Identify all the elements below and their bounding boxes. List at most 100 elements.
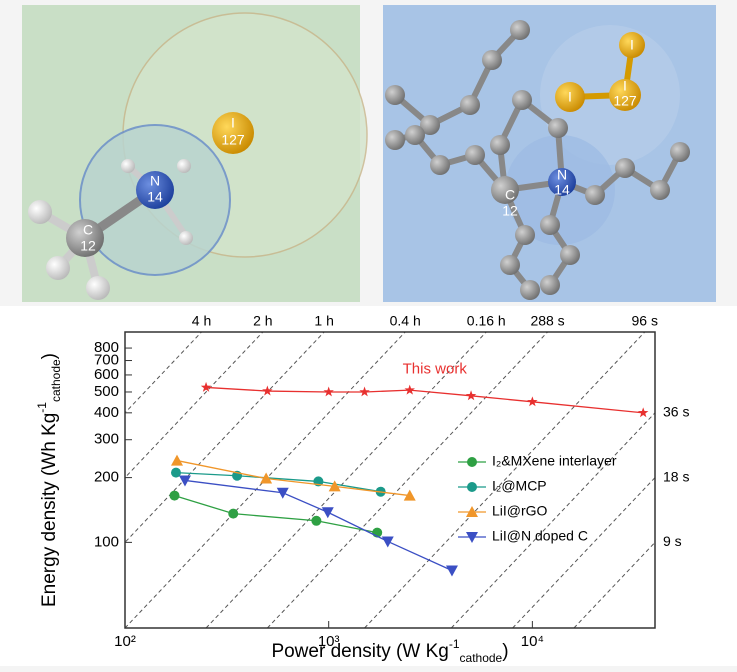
- atom: [212, 112, 254, 154]
- marker: [276, 487, 289, 499]
- y-tick-label: 200: [94, 469, 119, 486]
- series-line: [176, 459, 410, 497]
- label-part: Energy density (Wh Kg: [39, 413, 60, 607]
- marker: [228, 508, 239, 519]
- time-label: 2 h: [253, 313, 272, 329]
- atom: [136, 171, 174, 209]
- time-label: 0.4 h: [390, 313, 421, 329]
- time-label: 36 s: [663, 404, 689, 420]
- atom: [548, 168, 576, 196]
- marker: [170, 454, 183, 466]
- marker: [381, 536, 394, 548]
- marker: [169, 490, 180, 501]
- time-line: [267, 332, 548, 628]
- y-tick-label: 300: [94, 431, 119, 448]
- marker: [171, 467, 182, 478]
- time-line: [205, 332, 487, 628]
- time-label: 96 s: [632, 313, 658, 329]
- marker: [200, 381, 212, 392]
- label-part: ): [502, 641, 508, 662]
- atom-symbol: I: [568, 89, 572, 105]
- y-tick-label: 100: [94, 533, 119, 550]
- time-line: [512, 476, 655, 628]
- marker: [178, 475, 191, 487]
- marker: [311, 515, 322, 526]
- series-line: [175, 471, 381, 493]
- marker: [321, 507, 334, 519]
- atom-symbol: N: [557, 167, 567, 183]
- legend-marker: [467, 482, 477, 492]
- series-line: [206, 386, 644, 414]
- plot-frame: [124, 331, 656, 629]
- y-axis-label: Energy density (Wh Kg-1cathode): [35, 353, 63, 607]
- atom-symbol: I: [630, 37, 634, 53]
- time-label: 18 s: [663, 468, 689, 484]
- label-part: ): [39, 353, 60, 359]
- legend-marker: [466, 532, 478, 543]
- marker: [527, 396, 538, 407]
- time-line: [450, 412, 655, 628]
- marker: [359, 386, 370, 397]
- atom-symbol: C: [83, 222, 93, 238]
- chart-background: [0, 306, 737, 666]
- time-line: [364, 332, 646, 628]
- atom-mass: 12: [80, 238, 96, 254]
- atom: [609, 79, 641, 111]
- atom: [555, 82, 585, 112]
- x-tick-label: 10²: [114, 633, 136, 650]
- atom-mass: 12: [502, 203, 518, 219]
- label-part: Power density (W Kg: [271, 641, 448, 662]
- marker: [445, 565, 458, 577]
- legend-label: I₂@MCP: [492, 478, 547, 494]
- y-tick-label: 800: [94, 339, 119, 356]
- atom-symbol: N: [150, 173, 160, 189]
- marker: [328, 480, 341, 492]
- label-part: cathode: [460, 651, 503, 665]
- marker: [262, 385, 273, 396]
- y-tick-label: 600: [94, 366, 119, 383]
- series-annotation: This work: [403, 360, 468, 377]
- atom-mass: 14: [554, 182, 570, 198]
- atom-symbol: I: [623, 78, 627, 94]
- legend-label: LiI@N doped C: [492, 528, 588, 544]
- legend-marker: [466, 506, 478, 517]
- marker: [637, 407, 649, 418]
- marker: [403, 489, 416, 501]
- legend-label: I₂&MXene interlayer: [492, 453, 617, 469]
- legend-label: LiI@rGO: [492, 503, 548, 519]
- right-panel: I I 127 I N 14 C 12: [383, 5, 716, 302]
- time-label: 9 s: [663, 533, 682, 549]
- time-label: 1 h: [314, 313, 333, 329]
- label-part: -1: [449, 637, 460, 651]
- label-part: cathode: [49, 359, 63, 402]
- atom: [491, 176, 519, 204]
- x-tick-label: 10⁴: [521, 633, 544, 650]
- atom-mass: 127: [221, 132, 245, 148]
- marker: [465, 390, 477, 401]
- x-tick-label: 10³: [318, 633, 340, 650]
- atom-symbol: C: [505, 187, 515, 203]
- atom: [66, 219, 104, 257]
- atom-mass: 14: [147, 189, 163, 205]
- x-axis-label: Power density (W Kg-1cathode): [271, 637, 508, 665]
- series-line: [174, 494, 378, 534]
- chart: 4 h 2 h 1 h 0.4 h 0.16 h 288 s 96 s 36 s 18 s 9 s…: [35, 313, 689, 665]
- y-tick-label: 500: [94, 383, 119, 400]
- time-line: [125, 332, 264, 479]
- marker: [323, 386, 334, 397]
- time-label: 0.16 h: [467, 313, 506, 329]
- legend-marker: [467, 457, 477, 467]
- atom-mass: 127: [613, 93, 637, 109]
- time-label: 288 s: [530, 313, 564, 329]
- atom: [619, 32, 645, 58]
- marker: [260, 472, 273, 484]
- left-panel: I 127 N 14 C 12: [22, 5, 368, 302]
- marker: [404, 384, 415, 395]
- y-tick-label: 700: [94, 352, 119, 369]
- time-label: 4 h: [192, 313, 211, 329]
- label-part: -1: [35, 402, 49, 413]
- atom-symbol: I: [231, 115, 235, 131]
- y-tick-label: 400: [94, 404, 119, 421]
- time-line: [125, 332, 202, 414]
